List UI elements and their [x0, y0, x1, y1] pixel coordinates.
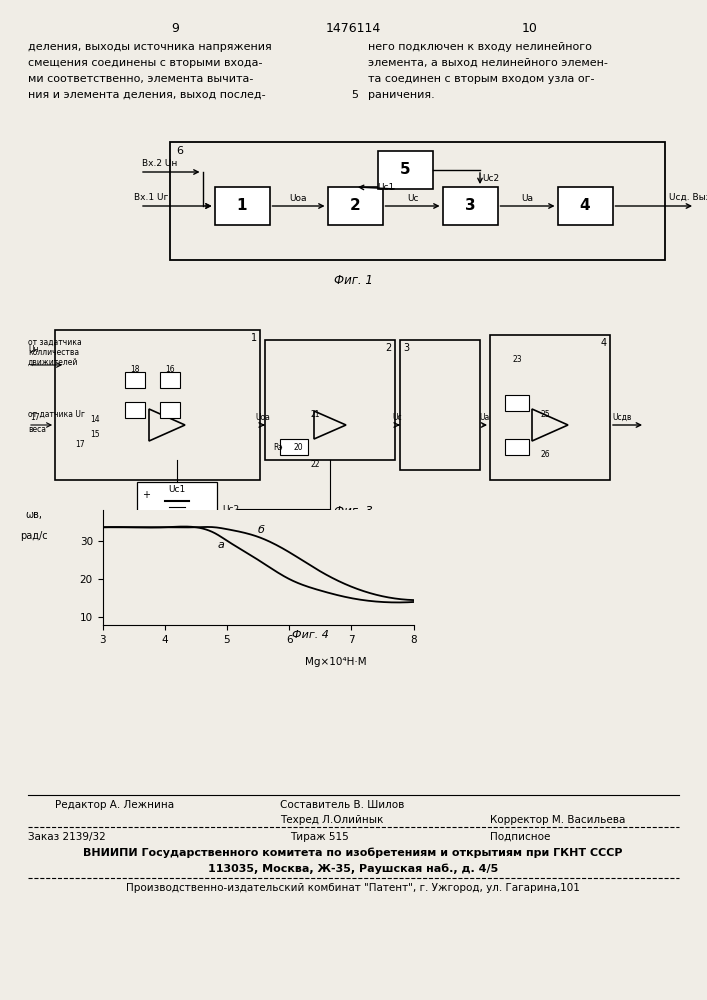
- Bar: [378, 151, 433, 189]
- Text: него подключен к входу нелинейного: него подключен к входу нелинейного: [368, 42, 592, 52]
- Text: Заказ 2139/32: Заказ 2139/32: [28, 832, 106, 842]
- Text: б: б: [258, 525, 265, 535]
- Bar: [170, 142, 665, 260]
- Text: рад/с: рад/с: [21, 531, 48, 541]
- Text: Uс2: Uс2: [222, 504, 239, 514]
- Bar: [505, 395, 529, 411]
- Text: 18: 18: [130, 365, 140, 374]
- Text: 17: 17: [75, 440, 85, 449]
- Text: а: а: [218, 540, 225, 550]
- Text: Rэ: Rэ: [273, 442, 283, 452]
- Text: Вх.2 Uн: Вх.2 Uн: [142, 159, 177, 168]
- Text: Корректор М. Васильева: Корректор М. Васильева: [490, 815, 626, 825]
- Text: Подписное: Подписное: [490, 832, 550, 842]
- Text: Составитель В. Шилов: Составитель В. Шилов: [280, 800, 404, 810]
- Bar: [400, 340, 480, 470]
- Text: 10: 10: [522, 22, 538, 35]
- Text: 23: 23: [512, 355, 522, 364]
- Text: Uс: Uс: [392, 413, 402, 422]
- Text: 113035, Москва, Ж-35, Раушская наб., д. 4/5: 113035, Москва, Ж-35, Раушская наб., д. …: [208, 864, 498, 874]
- Text: Uоа: Uоа: [255, 413, 270, 422]
- Bar: [280, 439, 308, 455]
- Text: та соединен с вторым входом узла ог-: та соединен с вторым входом узла ог-: [368, 74, 595, 84]
- Text: Uс1: Uс1: [378, 184, 395, 192]
- Text: 21: 21: [310, 410, 320, 419]
- Text: Uоа: Uоа: [290, 194, 308, 203]
- Text: 16: 16: [165, 365, 175, 374]
- Text: +: +: [142, 490, 150, 500]
- Text: раничения.: раничения.: [368, 90, 435, 100]
- Text: 6: 6: [176, 146, 183, 156]
- Text: 4: 4: [580, 198, 590, 214]
- Text: Фиг. 1: Фиг. 1: [334, 274, 373, 287]
- Text: от задатчика: от задатчика: [28, 338, 82, 347]
- Text: 22: 22: [310, 460, 320, 469]
- Bar: [160, 372, 180, 388]
- Text: ния и элемента деления, выход послед-: ния и элемента деления, выход послед-: [28, 90, 266, 100]
- Text: Uс1: Uс1: [168, 485, 186, 494]
- Bar: [160, 402, 180, 418]
- Text: ωв,: ωв,: [25, 510, 42, 520]
- Text: веса: веса: [28, 425, 46, 434]
- Text: Вх.1 Uг: Вх.1 Uг: [134, 193, 168, 202]
- Bar: [558, 187, 612, 225]
- Text: Uн: Uн: [28, 345, 39, 354]
- Text: деления, выходы источника напряжения: деления, выходы источника напряжения: [28, 42, 271, 52]
- Text: Техред Л.Олийнык: Техред Л.Олийнык: [280, 815, 383, 825]
- Text: колличества: колличества: [28, 348, 79, 357]
- Text: 20: 20: [294, 442, 303, 452]
- Text: Редактор А. Лежнина: Редактор А. Лежнина: [55, 800, 174, 810]
- Text: 1: 1: [237, 198, 247, 214]
- Text: 26: 26: [540, 450, 550, 459]
- Text: ми соответственно, элемента вычита-: ми соответственно, элемента вычита-: [28, 74, 253, 84]
- Text: 15: 15: [90, 430, 100, 439]
- Text: ВНИИПИ Государственного комитета по изобретениям и открытиям при ГКНТ СССР: ВНИИПИ Государственного комитета по изоб…: [83, 848, 623, 858]
- Text: Фиг. 3: Фиг. 3: [334, 505, 373, 518]
- Text: элемента, а выход нелинейного элемен-: элемента, а выход нелинейного элемен-: [368, 58, 608, 68]
- Bar: [137, 482, 217, 537]
- Bar: [327, 187, 382, 225]
- Text: 2: 2: [386, 343, 392, 353]
- Text: движителей: движителей: [28, 358, 78, 367]
- Text: Uа: Uа: [480, 413, 490, 422]
- Text: 3: 3: [464, 198, 475, 214]
- Text: Uсдв: Uсдв: [612, 413, 631, 422]
- Text: 25: 25: [540, 410, 550, 419]
- Text: Производственно-издательский комбинат "Патент", г. Ужгород, ул. Гагарина,101: Производственно-издательский комбинат "П…: [126, 883, 580, 893]
- Bar: [214, 187, 269, 225]
- Bar: [505, 439, 529, 455]
- Text: Фиг. 4: Фиг. 4: [291, 630, 329, 640]
- Text: +: +: [142, 519, 150, 529]
- Text: 1: 1: [251, 333, 257, 343]
- Text: 4: 4: [601, 338, 607, 348]
- Text: Мg×10⁴H·M: Мg×10⁴H·M: [305, 657, 367, 667]
- Bar: [55, 330, 260, 480]
- Bar: [490, 335, 610, 480]
- Text: 3: 3: [403, 343, 409, 353]
- Text: смещения соединены с вторыми входа-: смещения соединены с вторыми входа-: [28, 58, 262, 68]
- Text: Тираж 515: Тираж 515: [290, 832, 349, 842]
- Text: 9: 9: [171, 22, 179, 35]
- Text: Uс: Uс: [407, 194, 419, 203]
- Text: 5: 5: [399, 162, 410, 178]
- Bar: [443, 187, 498, 225]
- Text: 14: 14: [90, 415, 100, 424]
- Text: Uа: Uа: [522, 194, 534, 203]
- Text: 17: 17: [30, 413, 40, 422]
- Text: Uсд. Вых: Uсд. Вых: [669, 193, 707, 202]
- Text: 2: 2: [350, 198, 361, 214]
- Text: 5: 5: [351, 90, 358, 100]
- Text: 1476114: 1476114: [325, 22, 380, 35]
- Bar: [265, 340, 395, 460]
- Bar: [125, 372, 145, 388]
- Text: от датчика Uг: от датчика Uг: [28, 410, 85, 419]
- Bar: [125, 402, 145, 418]
- Text: Uс2: Uс2: [482, 174, 499, 183]
